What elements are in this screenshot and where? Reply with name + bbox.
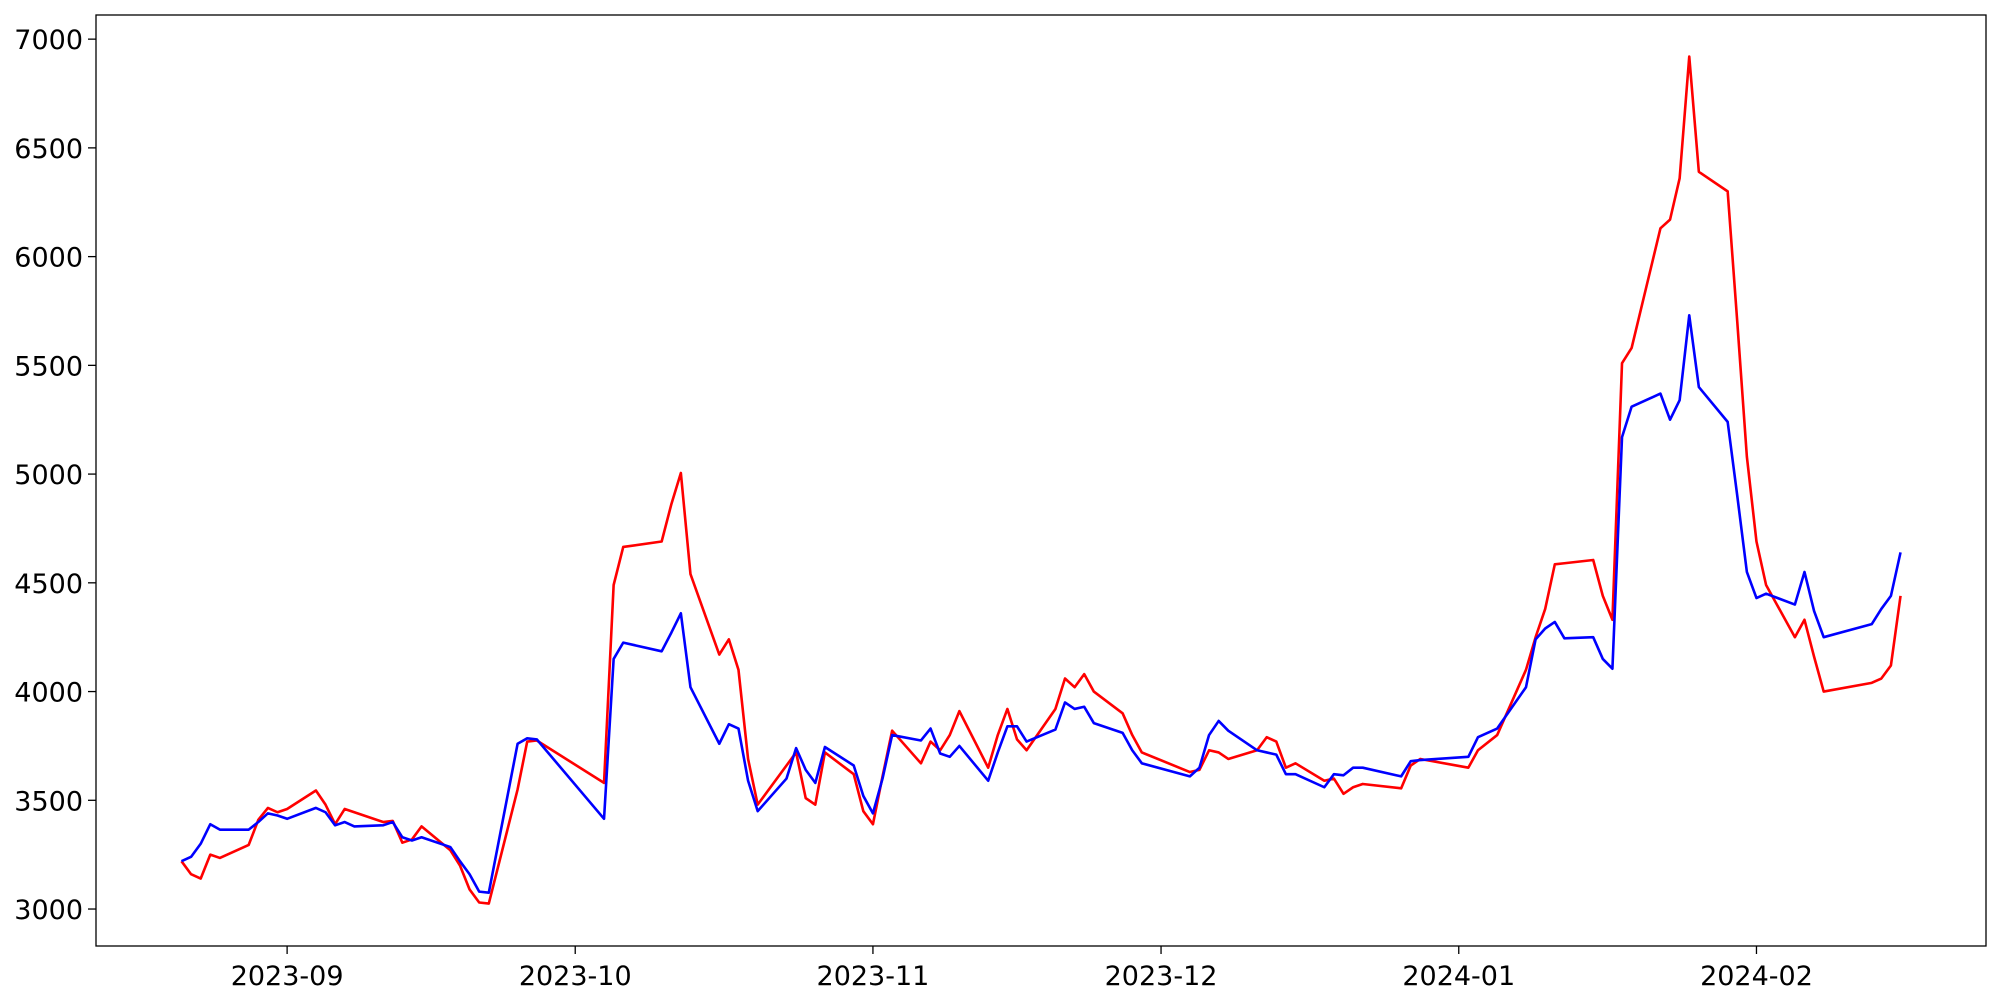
x-tick-label: 2024-02 [1700, 961, 1813, 992]
y-tick-label: 7000 [14, 25, 83, 56]
y-tick-label: 6000 [14, 243, 83, 274]
plot-frame [95, 14, 1987, 947]
line-series [180, 314, 1902, 895]
x-tick-label: 2023-09 [231, 961, 344, 992]
x-tick-label: 2024-01 [1402, 961, 1515, 992]
x-tick-label: 2023-10 [519, 961, 632, 992]
y-tick-label: 5000 [14, 460, 83, 491]
y-tick-label: 4500 [14, 569, 83, 600]
y-tick-label: 3000 [14, 895, 83, 926]
y-tick-label: 5500 [14, 351, 83, 382]
y-tick-label: 3500 [14, 786, 83, 817]
line-series [180, 55, 1902, 905]
x-tick-label: 2023-12 [1105, 961, 1218, 992]
y-tick-label: 6500 [14, 134, 83, 165]
x-tick-label: 2023-11 [817, 961, 930, 992]
y-tick-label: 4000 [14, 678, 83, 709]
